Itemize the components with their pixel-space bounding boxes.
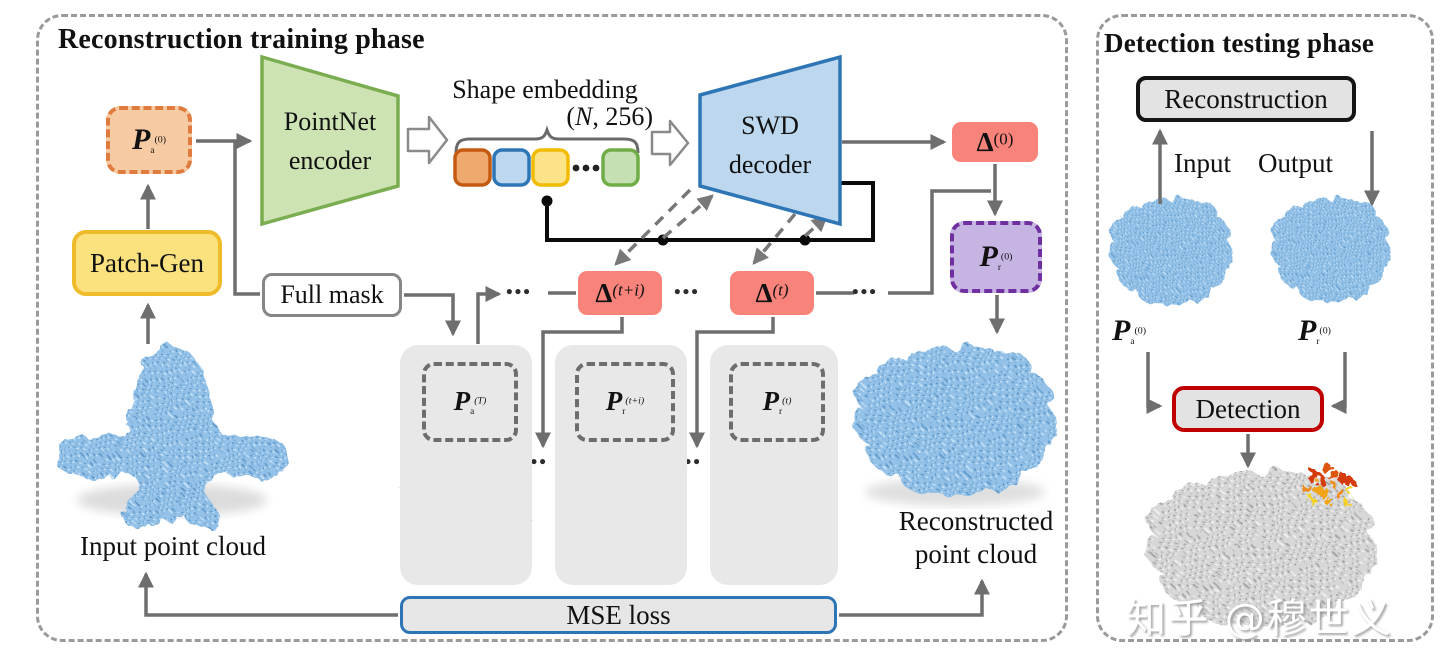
block-arrow-encoder-to-embedding	[406, 115, 449, 165]
recon-label-line2: point cloud	[914, 539, 1038, 569]
test-pr0-label: Pr(0)	[1298, 314, 1331, 348]
pr-t-box: Pr(t)	[729, 362, 825, 442]
pa0-box: Pa(0)	[106, 106, 192, 174]
swd-decoder-shape	[698, 54, 842, 227]
pr0-symbol: P	[979, 240, 998, 273]
embedding-line1: Shape embedding	[452, 75, 638, 104]
pr-t-subscript: r	[779, 407, 783, 418]
pa0-symbol: P	[131, 123, 151, 156]
junction-dot	[799, 234, 811, 246]
pa0-subscript: a	[150, 146, 155, 157]
reconstruction-box: Reconstruction	[1136, 76, 1356, 122]
test-pr0-subscript: r	[1316, 337, 1320, 348]
testing-phase-title: Detection testing phase	[1104, 28, 1375, 58]
pr-ti-subscript: r	[622, 407, 626, 418]
input-point-cloud-label: Input point cloud	[80, 531, 266, 561]
delta0-symbol: Δ	[976, 126, 994, 157]
token-yellow	[531, 148, 570, 187]
line-branch-to-fullmask	[233, 141, 260, 296]
pr-t-symbol: P	[762, 386, 780, 417]
arrow-pa0-to-detection	[1146, 352, 1163, 415]
input-point-cloud-image	[55, 344, 289, 529]
embedding-tokens	[453, 148, 640, 187]
pointnet-line2: encoder	[288, 146, 372, 175]
watermark: 知乎 @穆世义	[1126, 596, 1393, 642]
pr0-box: Pr(0)	[950, 221, 1042, 293]
embedding-feedback-line	[545, 181, 875, 242]
dashed-arrow-into-decoder-1	[661, 194, 714, 240]
input-arrow-label: Input	[1174, 148, 1231, 178]
token-ellipsis-dot	[582, 164, 590, 172]
dashed-arrow-decoder-to-delta-t	[752, 212, 797, 265]
training-phase-title: Reconstruction training phase	[58, 24, 425, 55]
detection-box: Detection	[1172, 386, 1324, 432]
swd-line1: SWD	[741, 111, 799, 140]
arrow-mse-to-input	[137, 571, 398, 617]
paT-superscript: (T)	[474, 396, 487, 408]
paT-box: Pa(T)	[422, 362, 518, 442]
pr-ti-symbol: P	[605, 386, 623, 417]
pr-t-superscript: (t)	[782, 396, 792, 408]
pa0-superscript: (0)	[154, 134, 166, 146]
token-green	[601, 148, 640, 187]
delta0-superscript: (0)	[993, 129, 1014, 149]
pointnet-encoder-shape	[260, 54, 400, 227]
delta0-box: Δ(0)	[952, 122, 1038, 162]
pointnet-line1: PointNet	[283, 107, 377, 136]
token-ellipsis-dot	[572, 164, 580, 172]
arrow-delta-ti-down	[534, 317, 624, 449]
token-blue	[492, 148, 531, 187]
arrow-delta-t-down	[688, 317, 775, 449]
pr-ti-superscript: (t+i)	[625, 396, 645, 408]
arrow-paT-to-chain	[476, 285, 502, 344]
junction-dot	[541, 195, 553, 207]
ellipsis-after-delta-t: •••	[852, 282, 878, 303]
delta-ti-superscript: (t+i)	[612, 280, 645, 300]
ellipsis-before-delta-ti: •••	[506, 282, 532, 303]
arrow-fullmask-to-panel1	[404, 293, 462, 337]
shape-embedding-label: Shape embedding (N, 256)	[437, 76, 653, 130]
test-pr0-symbol: P	[1298, 314, 1317, 347]
test-pa0-subscript: a	[1130, 337, 1135, 348]
patch-gen-box: Patch-Gen	[72, 230, 222, 296]
ellipsis-between-deltas: •••	[674, 282, 700, 303]
delta-t-box: Δ(t)	[730, 271, 814, 315]
arrow-pr0-to-detection	[1330, 352, 1347, 415]
swd-line2: decoder	[728, 150, 812, 179]
pr0-superscript: (0)	[1000, 251, 1013, 263]
line-chain-to-pr0	[888, 189, 991, 295]
training-phase-panel	[36, 14, 1068, 642]
testing-phase-panel	[1096, 14, 1434, 642]
full-mask-box: Full mask	[262, 273, 402, 317]
paT-subscript: a	[470, 407, 475, 418]
block-arrow-embedding-to-decoder	[650, 119, 690, 167]
recon-label-line1: Reconstructed	[898, 506, 1054, 536]
embedding-brace	[454, 125, 640, 154]
token-ellipsis-dot	[592, 164, 600, 172]
pr0-subscript: r	[997, 263, 1001, 274]
output-arrow-label: Output	[1258, 148, 1334, 178]
swd-decoder-label: SWD decoder	[700, 106, 840, 184]
mse-loss-box: MSE loss	[400, 596, 837, 634]
test-pa0-symbol: P	[1112, 314, 1131, 347]
solid-connectors	[137, 128, 1381, 617]
token-orange	[453, 148, 492, 187]
test-pa0-label: Pa(0)	[1112, 314, 1146, 348]
delta-ti-symbol: Δ	[595, 277, 613, 308]
paT-symbol: P	[453, 386, 471, 417]
test-pr0-superscript: (0)	[1319, 325, 1331, 337]
anomaly-region	[1303, 468, 1356, 507]
test-pa0-superscript: (0)	[1134, 325, 1147, 337]
detection-result-cloud-image	[1147, 468, 1378, 631]
pr-ti-box: Pr(t+i)	[575, 362, 675, 442]
delta-t-superscript: (t)	[772, 280, 789, 300]
delta-t-symbol: Δ	[755, 277, 773, 308]
reconstructed-point-cloud-label: Reconstructed point cloud	[878, 505, 1074, 571]
embedding-line2: (N, 256)	[566, 102, 653, 131]
delta-ti-box: Δ(t+i)	[578, 271, 662, 315]
arrow-mse-to-recon	[839, 578, 991, 617]
pointnet-encoder-label: PointNet encoder	[262, 102, 398, 180]
